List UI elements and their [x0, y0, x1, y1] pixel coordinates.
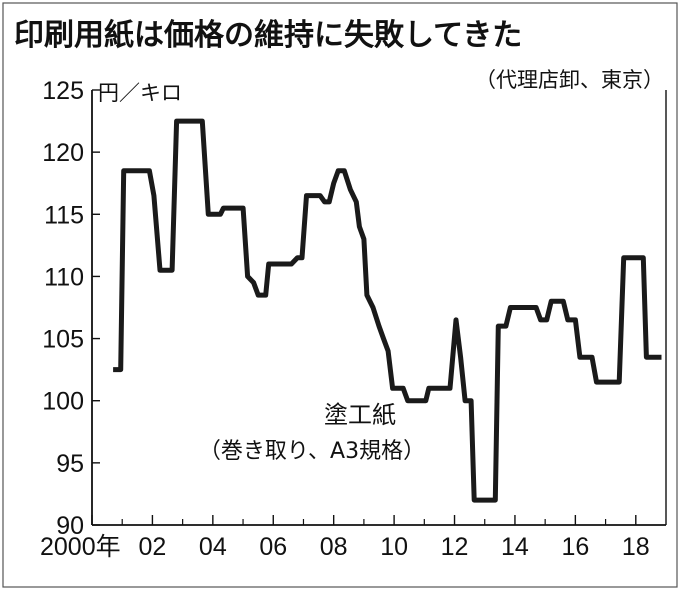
y-tick-label: 95 [56, 450, 84, 478]
x-tick-label: 12 [441, 533, 469, 561]
series-note-label: （巻き取り、A3規格） [199, 439, 425, 464]
series-name-label: 塗工紙 [324, 401, 396, 429]
y-axis-unit-label: 円／キロ [98, 81, 182, 105]
y-tick-label: 120 [42, 139, 84, 167]
series-line-0 [113, 118, 662, 503]
x-tick-label: 16 [561, 533, 589, 561]
series-layer [113, 118, 662, 503]
x-axis: 2000年 02 04 06 08 10 12 14 16 18 [40, 515, 650, 561]
chart-title: 印刷用紙は価格の維持に失敗してきた [14, 18, 522, 53]
y-tick-label: 100 [42, 388, 84, 416]
y-axis: 90 95 100 105 110 115 120 125 [42, 77, 100, 540]
x-tick-label: 10 [380, 533, 408, 561]
x-tick-label: 14 [501, 533, 529, 561]
x-tick-label: 04 [199, 533, 227, 561]
y-tick-label: 115 [44, 201, 84, 229]
x-tick-label: 06 [259, 533, 287, 561]
x-tick-label: 2000年 [40, 533, 121, 561]
y-tick-label: 105 [42, 326, 84, 354]
x-tick-label: 02 [139, 533, 167, 561]
y-tick-label: 125 [42, 77, 84, 105]
chart-subtitle: （代理店卸、東京） [475, 68, 664, 92]
y-tick-label: 110 [44, 263, 84, 291]
x-tick-label: 08 [320, 533, 348, 561]
x-tick-label: 18 [622, 533, 650, 561]
plot-frame [91, 90, 667, 526]
y-tick-label: 90 [56, 512, 84, 540]
